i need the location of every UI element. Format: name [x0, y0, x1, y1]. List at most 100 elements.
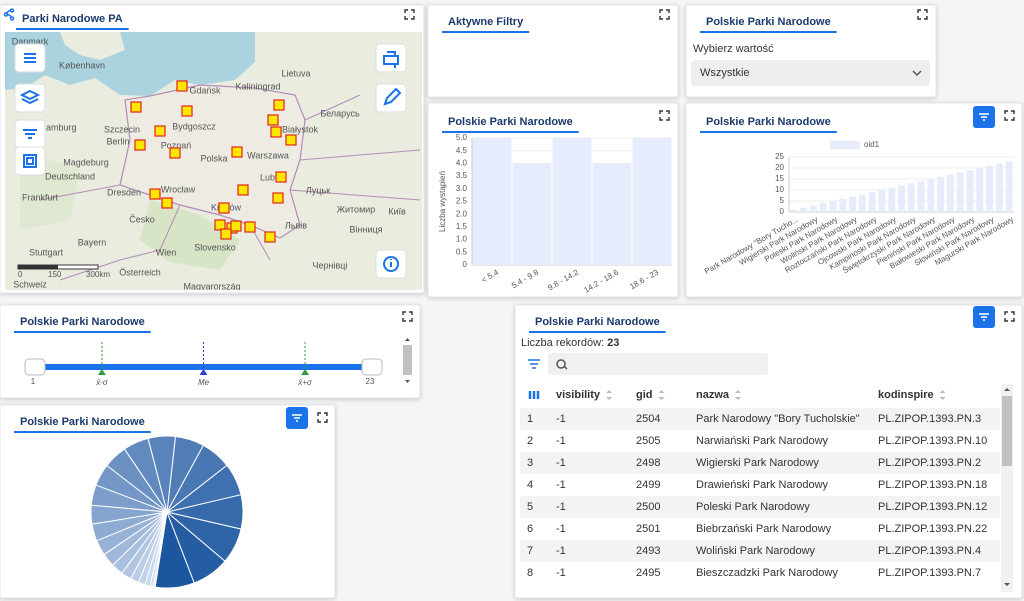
park-marker[interactable] [130, 101, 142, 113]
fullscreen-button[interactable] [404, 9, 415, 20]
panel-title: Polskie Parki Narodowe [706, 16, 831, 28]
map-tool-button[interactable] [14, 146, 46, 176]
park-marker[interactable] [273, 99, 285, 111]
park-marker[interactable] [244, 221, 256, 233]
scale-label: 0 [18, 270, 23, 279]
fullscreen-button[interactable] [659, 110, 670, 121]
bar [858, 194, 866, 212]
y-axis-label: Liczba wystąpień [438, 171, 447, 232]
filter-button[interactable] [286, 407, 308, 429]
bar [800, 207, 808, 212]
map-label: Białystok [282, 124, 319, 134]
map-label: Луцьк [306, 185, 330, 195]
park-marker[interactable] [181, 105, 193, 117]
bar [956, 172, 964, 212]
table-cell: -1 [556, 435, 566, 447]
table-cell: Park Narodowy "Bory Tucholskie" [696, 413, 860, 425]
table-cell: 2500 [636, 501, 660, 513]
table-row[interactable] [520, 474, 1000, 496]
map-tool-button[interactable] [14, 43, 46, 73]
bar [966, 170, 974, 212]
table-row[interactable] [520, 408, 1000, 430]
column-header[interactable]: visibility [556, 389, 601, 401]
park-marker[interactable] [230, 220, 242, 232]
bar [995, 163, 1003, 212]
table-row[interactable] [520, 562, 1000, 584]
y-tick-label: 2.0 [456, 209, 468, 218]
map-sea [60, 32, 125, 60]
map-tool-button[interactable] [375, 43, 407, 73]
fullscreen-button[interactable] [402, 311, 413, 322]
park-marker[interactable] [218, 202, 230, 214]
table-row[interactable] [520, 540, 1000, 562]
park-marker[interactable] [214, 219, 226, 231]
bar [592, 163, 632, 265]
park-marker[interactable] [285, 134, 297, 146]
park-marker[interactable] [154, 125, 166, 137]
park-marker[interactable] [272, 192, 284, 204]
selector-box[interactable] [691, 60, 930, 86]
map-label: Kaliningrad [235, 81, 280, 91]
map-label: Slovensko [194, 242, 236, 252]
y-tick-label: 20 [775, 163, 784, 172]
park-marker[interactable] [270, 126, 282, 138]
table-row[interactable] [520, 452, 1000, 474]
map-tool-bg [375, 43, 407, 73]
bar [1005, 161, 1013, 212]
map-tool-button[interactable] [375, 249, 407, 279]
park-marker[interactable] [176, 80, 188, 92]
map-label: Вінниця [350, 224, 383, 234]
fullscreen-button[interactable] [917, 9, 928, 20]
columns-icon [528, 391, 540, 399]
map-label: Беларусь [320, 108, 360, 118]
map-label: Schweiz [13, 279, 47, 289]
bar [472, 138, 512, 265]
map-label: Frankfurt [22, 192, 59, 202]
column-header[interactable]: kodinspire [878, 389, 934, 401]
park-marker[interactable] [220, 228, 232, 240]
map[interactable]: Danmark København Gdańsk KaliningradLietuva… [5, 32, 422, 291]
park-marker[interactable] [237, 184, 249, 196]
column-header[interactable]: gid [636, 389, 653, 401]
table-row[interactable] [520, 496, 1000, 518]
park-marker[interactable] [134, 139, 146, 151]
search-box[interactable] [548, 353, 768, 375]
table-filter-icon [528, 359, 540, 369]
table-row[interactable] [520, 430, 1000, 452]
bar [810, 205, 817, 212]
slider-handle[interactable] [24, 358, 46, 376]
y-tick-label: 5 [780, 196, 785, 205]
slider-handle[interactable] [361, 358, 383, 376]
table-cell: 4 [527, 479, 533, 491]
table-cell: PL.ZIPOP.1393.PN.12 [878, 501, 987, 513]
map-label: Magyarország [183, 281, 240, 291]
table-cell: -1 [556, 545, 566, 557]
table-cell: 1 [527, 413, 533, 425]
park-marker[interactable] [267, 114, 279, 126]
map-label: Bayern [78, 237, 107, 247]
record-count-label: Liczba rekordów: [521, 337, 604, 349]
park-marker[interactable] [169, 147, 181, 159]
table-cell: -1 [556, 523, 566, 535]
fullscreen-button[interactable] [1004, 110, 1015, 121]
fullscreen-button[interactable] [659, 9, 670, 20]
park-marker[interactable] [264, 231, 276, 243]
map-tool-button[interactable] [14, 83, 46, 113]
park-marker[interactable] [149, 188, 161, 200]
map-tool-button[interactable] [375, 83, 407, 113]
park-marker[interactable] [275, 171, 287, 183]
y-tick-label: 0.5 [456, 247, 468, 256]
column-header[interactable]: nazwa [696, 389, 730, 401]
map-tool-button[interactable] [14, 119, 46, 149]
panel-title: Aktywne Filtry [448, 16, 524, 28]
y-tick-label: 4.5 [456, 146, 468, 155]
fullscreen-button[interactable] [317, 412, 328, 423]
filter-button[interactable] [973, 106, 995, 128]
table-cell: Wigierski Park Narodowy [696, 457, 819, 469]
park-marker[interactable] [231, 146, 243, 158]
fullscreen-button[interactable] [1004, 311, 1015, 322]
table-row[interactable] [520, 518, 1000, 540]
park-marker[interactable] [161, 197, 173, 209]
filter-button[interactable] [973, 306, 995, 328]
